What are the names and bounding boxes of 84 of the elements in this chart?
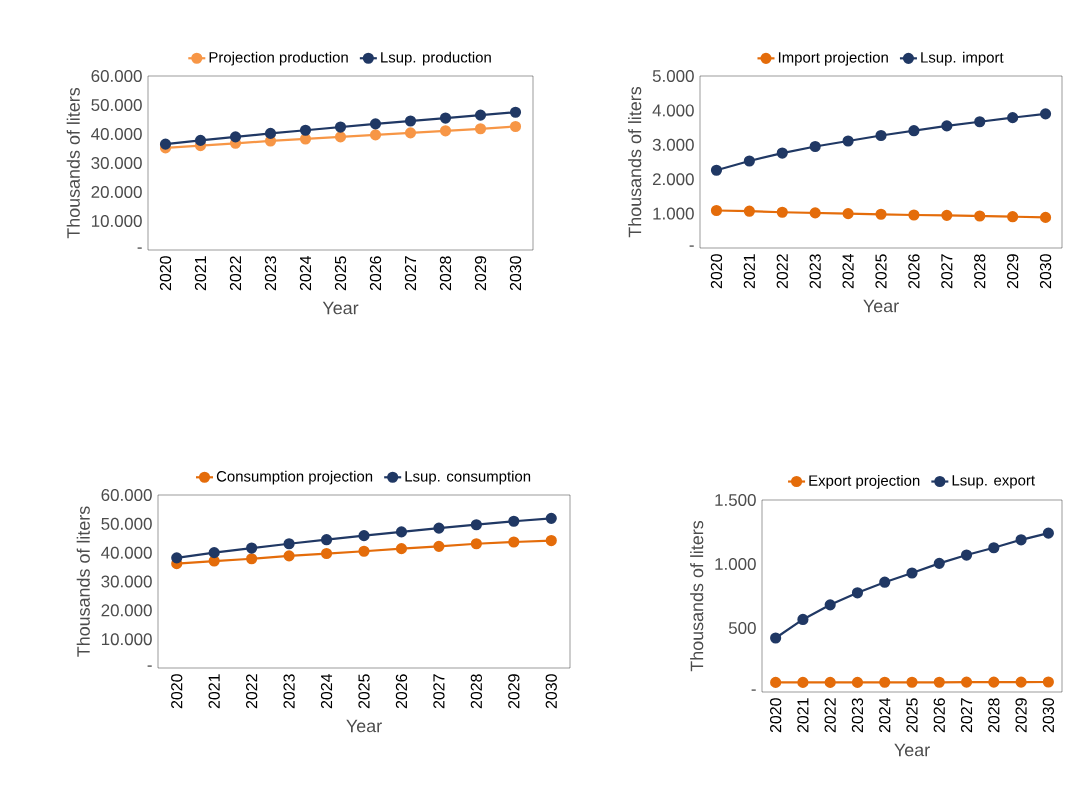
y-axis-title: Thousands of liters xyxy=(76,506,90,657)
x-tick-label: 2021 xyxy=(743,254,756,289)
x-tick-label: 2027 xyxy=(941,254,953,289)
y-tick-label: 30.000 xyxy=(101,575,152,588)
x-tick-label: 2029 xyxy=(1015,698,1027,733)
x-tick-label: 2030 xyxy=(509,256,522,291)
y-tick-label: 1.000 xyxy=(715,558,756,571)
x-tick-label: 2021 xyxy=(208,674,220,709)
x-tick-label: 2022 xyxy=(824,698,836,733)
y-tick-label: 1.500 xyxy=(715,494,756,507)
x-tick-label: 2020 xyxy=(710,254,723,289)
x-tick-label: 2020 xyxy=(171,674,183,709)
x-axis-title: Year xyxy=(346,719,382,733)
legend-label: Lsup. export xyxy=(952,475,1035,489)
y-tick-label: 10.000 xyxy=(101,633,152,646)
x-tick-label: 2028 xyxy=(470,674,483,709)
y-tick-label: 50.000 xyxy=(91,99,142,112)
x-tick-label: 2025 xyxy=(358,674,370,709)
x-tick-label: 2025 xyxy=(906,698,918,733)
legend-label: Lsup. import xyxy=(921,51,1004,66)
y-tick-label: 2.000 xyxy=(652,173,694,186)
legend-label: Import projection xyxy=(778,51,888,66)
y-axis-title: Thousands of liters xyxy=(628,86,642,238)
x-tick-label: 2026 xyxy=(369,256,382,291)
y-tick-label: 3.000 xyxy=(652,138,694,151)
legend-label: Lsup. production xyxy=(381,51,491,66)
x-tick-label: 2024 xyxy=(320,674,333,709)
x-tick-label: 2024 xyxy=(299,256,312,291)
x-tick-label: 2026 xyxy=(908,254,920,289)
x-axis-title: Year xyxy=(894,743,930,757)
x-tick-label: 2026 xyxy=(933,698,945,733)
x-tick-label: 2023 xyxy=(809,254,821,289)
x-tick-label: 2023 xyxy=(283,674,295,709)
y-tick-label: - xyxy=(147,665,152,667)
y-tick-label: - xyxy=(137,247,142,249)
x-tick-label: 2024 xyxy=(842,254,854,289)
y-tick-label: 60.000 xyxy=(101,489,152,502)
x-tick-label: 2020 xyxy=(770,698,782,733)
x-tick-label: 2020 xyxy=(159,256,172,291)
x-tick-label: 2026 xyxy=(395,674,408,709)
y-tick-label: 5.000 xyxy=(652,70,694,83)
y-tick-label: 40.000 xyxy=(91,128,142,141)
x-tick-label: 2023 xyxy=(851,698,864,733)
x-tick-label: 2025 xyxy=(875,254,887,289)
x-tick-label: 2022 xyxy=(246,674,258,709)
y-tick-label: 10.000 xyxy=(91,215,142,228)
x-tick-label: 2022 xyxy=(776,254,788,289)
x-tick-label: 2021 xyxy=(194,256,207,291)
y-tick-label: 4.000 xyxy=(652,104,694,117)
x-tick-label: 2027 xyxy=(404,256,417,291)
x-tick-label: 2030 xyxy=(1042,698,1055,733)
y-tick-label: - xyxy=(751,689,756,691)
y-axis-title: Thousands of liters xyxy=(66,87,80,239)
x-tick-label: 2028 xyxy=(974,254,986,289)
x-tick-label: 2022 xyxy=(229,256,242,291)
y-tick-label: 20.000 xyxy=(101,604,152,617)
y-tick-label: 60.000 xyxy=(91,70,142,83)
x-tick-label: 2029 xyxy=(474,256,487,291)
x-tick-label: 2028 xyxy=(988,698,1000,733)
x-tick-label: 2030 xyxy=(1039,254,1052,289)
x-tick-label: 2025 xyxy=(334,256,347,291)
legend-label: Consumption projection xyxy=(216,470,373,485)
x-tick-label: 2028 xyxy=(439,256,452,291)
x-tick-label: 2024 xyxy=(879,698,891,733)
y-tick-label: - xyxy=(689,245,694,247)
x-axis-title: Year xyxy=(322,301,359,315)
legend-label: Export projection xyxy=(809,474,920,489)
y-tick-label: 50.000 xyxy=(101,517,152,530)
y-tick-label: 20.000 xyxy=(91,186,142,199)
y-tick-label: 500 xyxy=(728,622,756,635)
y-tick-label: 1.000 xyxy=(653,207,694,220)
x-tick-label: 2029 xyxy=(1007,254,1019,289)
y-axis-title: Thousands of liters xyxy=(690,520,704,672)
x-tick-label: 2029 xyxy=(508,674,520,709)
x-axis-title: Year xyxy=(863,299,899,313)
x-tick-label: 2027 xyxy=(433,674,445,709)
y-tick-label: 40.000 xyxy=(101,546,152,559)
legend-label: Projection production xyxy=(209,51,348,66)
y-tick-label: 30.000 xyxy=(91,157,142,170)
x-tick-label: 2021 xyxy=(797,698,809,733)
legend-label: Lsup. consumption xyxy=(405,470,531,485)
x-tick-label: 2023 xyxy=(264,256,277,291)
x-tick-label: 2030 xyxy=(545,674,557,709)
x-tick-label: 2027 xyxy=(960,698,973,733)
